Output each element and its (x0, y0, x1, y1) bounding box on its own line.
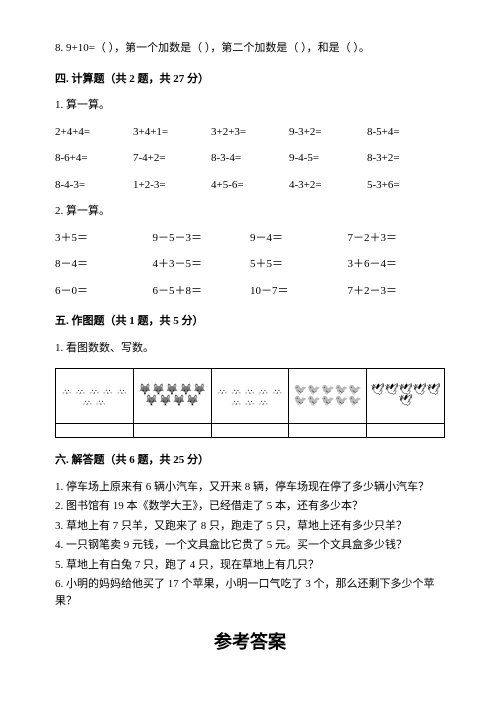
equation-cell: 9-4-5= (289, 150, 367, 167)
equation-cell: 8-6+4= (55, 150, 133, 167)
animal-icon: 🐦 (307, 396, 321, 407)
picture-animals: 🐰🐰🐰🐰🐰🐰🐰 (56, 369, 133, 423)
picture-answer-box (134, 423, 211, 437)
word-problems-list: 1. 停车场上原来有 6 辆小汽车，又开来 8 辆，停车场现在停了多少辆小汽车？… (55, 479, 445, 610)
picture-cell: 🦊🦊🦊🦊🦊🦊🦊🦊🦊 (134, 369, 212, 437)
picture-animals: 🦊🦊🦊🦊🦊🦊🦊🦊🦊 (134, 369, 211, 423)
equation-cell: 7－2＋3＝ (348, 230, 446, 247)
picture-animals: 🕊🕊🕊🕊🕊🕊 (367, 369, 444, 423)
word-problem: 1. 停车场上原来有 6 辆小汽车，又开来 8 辆，停车场现在停了多少辆小汽车？ (55, 479, 445, 496)
equation-cell: 8-3-4= (211, 150, 289, 167)
equation-cell: 2+4+4= (55, 124, 133, 141)
animal-icon: 🕊 (413, 385, 427, 396)
equation-cell: 4-3+2= (289, 177, 367, 194)
picture-answer-box (212, 423, 289, 437)
animal-icon: 🕊 (371, 385, 385, 396)
animal-icon: 🐦 (348, 396, 362, 407)
section-5-title: 五. 作图题（共 1 题，共 5 分） (55, 313, 445, 330)
equation-cell: 6－0＝ (55, 283, 153, 300)
animal-icon: 🐦 (335, 396, 349, 407)
equation-cell: 3+4+1= (133, 124, 211, 141)
word-problem: 5. 草地上有白兔 7 只，跑了 4 只，现在草地上有几只？ (55, 557, 445, 574)
animal-icon: 🐰 (257, 396, 271, 407)
equation-cell: 3＋5＝ (55, 230, 153, 247)
word-problem: 3. 草地上有 7 只羊，又跑来了 8 只，跑走了 5 只，草地上还有多少只羊？ (55, 518, 445, 535)
equation-cell: 8-3+2= (367, 150, 445, 167)
animal-icon: 🐦 (321, 396, 335, 407)
section-4-q1-grid: 2+4+4=3+4+1=3+2+3=9-3+2=8-5+4= 8-6+4=7-4+… (55, 124, 445, 194)
equation-cell: 9-3+2= (289, 124, 367, 141)
section-4-q2-label: 2. 算一算。 (55, 203, 445, 220)
equation-cell: 9－4＝ (250, 230, 348, 247)
word-problem: 6. 小明的妈妈给他买了 17 个苹果，小明一口气吃了 3 个，那么还剩下多少个… (55, 576, 445, 609)
picture-answer-box (367, 423, 444, 437)
equation-cell: 5＋5＝ (250, 256, 348, 273)
picture-cell: 🐰🐰🐰🐰🐰🐰🐰🐰 (212, 369, 290, 437)
equation-cell: 7＋2－3＝ (348, 283, 446, 300)
animal-icon: 🕊 (385, 385, 399, 396)
animal-icon: 🕊 (427, 385, 441, 396)
equation-cell: 4＋3－5＝ (153, 256, 251, 273)
equation-cell: 9－5－3＝ (153, 230, 251, 247)
equation-cell: 10－7＝ (250, 283, 348, 300)
section-4-q1-label: 1. 算一算。 (55, 97, 445, 114)
question-8: 8. 9+10=（ ），第一个加数是（ ），第二个加数是（ ），和是（ ）。 (55, 40, 445, 57)
equation-cell: 6－5＋8＝ (153, 283, 251, 300)
picture-animals: 🐰🐰🐰🐰🐰🐰🐰🐰 (212, 369, 289, 423)
section-6-title: 六. 解答题（共 6 题，共 25 分） (55, 452, 445, 469)
picture-cell: 🐦🐦🐦🐦🐦🐦🐦🐦🐦🐦 (289, 369, 367, 437)
equation-cell: 7-4+2= (133, 150, 211, 167)
picture-animals: 🐦🐦🐦🐦🐦🐦🐦🐦🐦🐦 (289, 369, 366, 423)
animal-icon: 🐰 (216, 385, 230, 396)
animal-icon: 🦊 (186, 396, 200, 407)
equation-row: 8－4＝4＋3－5＝5＋5＝3＋6－4＝ (55, 256, 445, 273)
animal-icon: 🐦 (294, 396, 308, 407)
animal-icon: 🕊 (399, 396, 413, 407)
equation-row: 8-6+4=7-4+2=8-3-4=9-4-5=8-3+2= (55, 150, 445, 167)
animal-icon: 🐰 (81, 396, 95, 407)
equation-cell: 3+2+3= (211, 124, 289, 141)
equation-cell: 8－4＝ (55, 256, 153, 273)
animal-icon: 🐰 (60, 385, 74, 396)
equation-cell: 8-5+4= (367, 124, 445, 141)
equation-cell: 3＋6－4＝ (348, 256, 446, 273)
animal-icon: 🐰 (271, 385, 285, 396)
equation-cell: 5-3+6= (367, 177, 445, 194)
section-4-q2-grid: 3＋5＝9－5－3＝9－4＝7－2＋3＝ 8－4＝4＋3－5＝5＋5＝3＋6－4＝… (55, 230, 445, 300)
word-problem: 4. 一只钢笔卖 9 元钱，一个文具盒比它贵了 5 元。买一个文具盒多少钱？ (55, 537, 445, 554)
equation-row: 6－0＝6－5＋8＝10－7＝7＋2－3＝ (55, 283, 445, 300)
animal-icon: 🐰 (243, 396, 257, 407)
animal-icon: 🦊 (145, 396, 159, 407)
picture-counting-box: 🐰🐰🐰🐰🐰🐰🐰🦊🦊🦊🦊🦊🦊🦊🦊🦊🐰🐰🐰🐰🐰🐰🐰🐰🐦🐦🐦🐦🐦🐦🐦🐦🐦🐦🕊🕊🕊🕊🕊🕊 (55, 368, 445, 438)
picture-cell: 🐰🐰🐰🐰🐰🐰🐰 (56, 369, 134, 437)
animal-icon: 🐰 (229, 396, 243, 407)
animal-icon: 🦊 (172, 396, 186, 407)
animal-icon: 🐰 (115, 385, 129, 396)
equation-row: 2+4+4=3+4+1=3+2+3=9-3+2=8-5+4= (55, 124, 445, 141)
animal-icon: 🐰 (94, 396, 108, 407)
picture-answer-box (289, 423, 366, 437)
equation-cell: 4+5-6= (211, 177, 289, 194)
picture-answer-box (56, 423, 133, 437)
equation-cell: 8-4-3= (55, 177, 133, 194)
equation-row: 8-4-3=1+2-3=4+5-6=4-3+2=5-3+6= (55, 177, 445, 194)
animal-icon: 🦊 (158, 396, 172, 407)
word-problem: 2. 图书馆有 19 本《数学大王》，已经借走了 5 本，还有多少本？ (55, 498, 445, 515)
equation-cell: 1+2-3= (133, 177, 211, 194)
answer-key-title: 参考答案 (55, 629, 445, 656)
section-4-title: 四. 计算题（共 2 题，共 27 分） (55, 71, 445, 88)
equation-row: 3＋5＝9－5－3＝9－4＝7－2＋3＝ (55, 230, 445, 247)
picture-cell: 🕊🕊🕊🕊🕊🕊 (367, 369, 444, 437)
section-5-q1-label: 1. 看图数数、写数。 (55, 340, 445, 357)
